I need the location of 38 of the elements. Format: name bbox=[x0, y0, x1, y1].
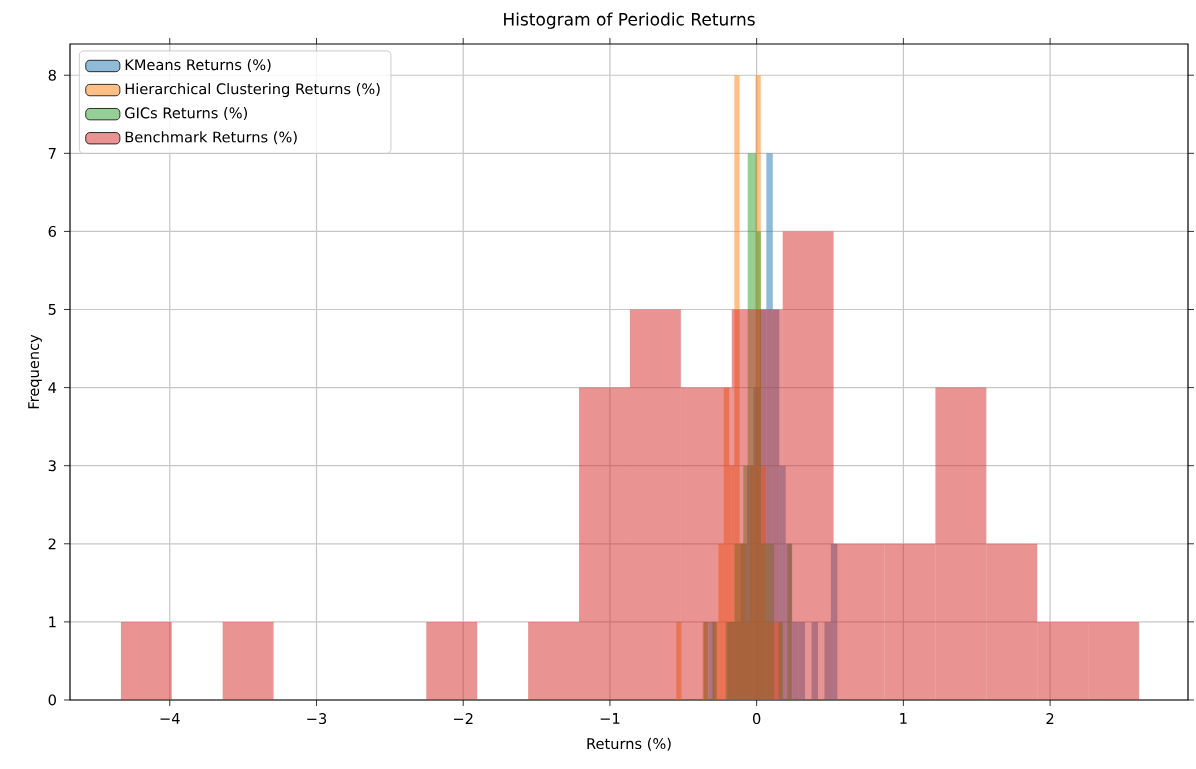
x-tick-label: −1 bbox=[600, 713, 620, 724]
bar bbox=[629, 309, 681, 700]
x-tick-label: 0 bbox=[752, 713, 761, 725]
x-tick-label: 2 bbox=[1046, 713, 1054, 724]
x-tick-label: 1 bbox=[900, 713, 907, 724]
y-axis-title: Frequency bbox=[28, 334, 42, 409]
bar bbox=[782, 231, 834, 700]
x-axis-title: Returns (%) bbox=[587, 737, 671, 751]
y-tick-label: 5 bbox=[48, 304, 56, 315]
y-tick-label: 4 bbox=[48, 382, 57, 393]
bar bbox=[680, 387, 732, 700]
y-tick-label: 1 bbox=[49, 616, 56, 628]
bar bbox=[935, 387, 987, 700]
legend-label: KMeans Returns (%) bbox=[125, 58, 271, 72]
bar bbox=[884, 543, 936, 700]
y-tick-label: 7 bbox=[48, 148, 56, 159]
bar bbox=[986, 543, 1038, 700]
x-tick-label: −2 bbox=[453, 713, 473, 724]
bar bbox=[120, 621, 172, 700]
bar bbox=[1037, 621, 1089, 700]
bar bbox=[426, 621, 478, 700]
y-tick-label: 0 bbox=[48, 694, 56, 706]
bar bbox=[1088, 621, 1140, 700]
bar bbox=[833, 543, 885, 700]
legend-label: GICs Returns (%) bbox=[125, 107, 248, 121]
x-tick-label: −4 bbox=[160, 713, 180, 724]
y-tick-label: 6 bbox=[48, 225, 57, 237]
y-tick-label: 2 bbox=[48, 538, 56, 550]
bar bbox=[528, 621, 580, 700]
legend-label: Hierarchical Clustering Returns (%) bbox=[125, 83, 380, 98]
chart-title: Histogram of Periodic Returns bbox=[504, 12, 755, 29]
y-tick-label: 3 bbox=[48, 460, 56, 472]
bar bbox=[731, 309, 783, 700]
bar bbox=[222, 621, 274, 700]
y-tick-label: 8 bbox=[48, 69, 56, 81]
x-tick-label: −3 bbox=[307, 713, 327, 725]
bar bbox=[579, 387, 630, 700]
legend-label: Benchmark Returns (%) bbox=[125, 131, 297, 145]
